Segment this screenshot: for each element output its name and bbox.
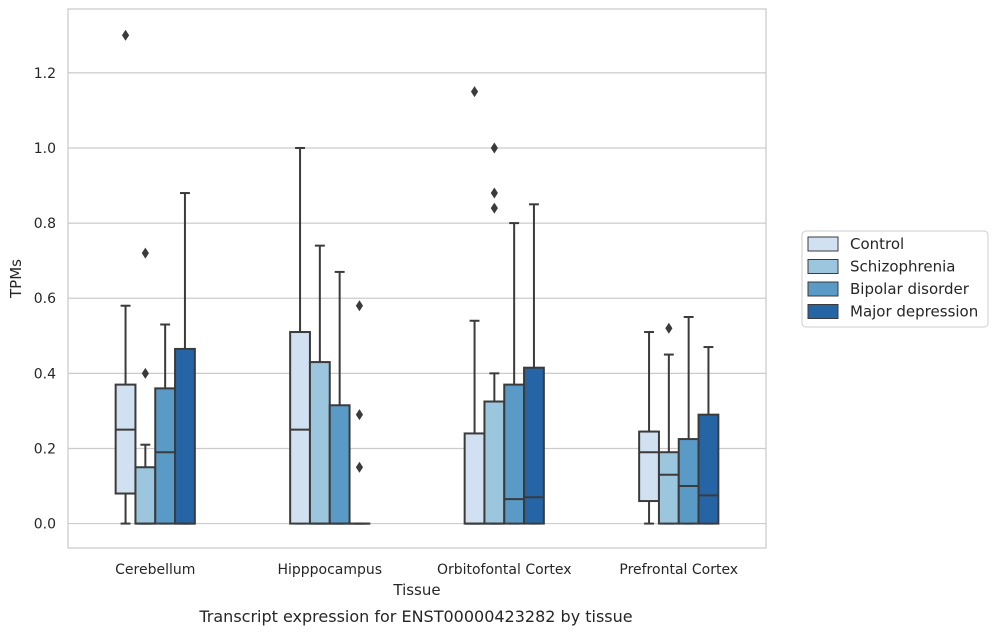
- plot-frame: [67, 8, 767, 549]
- box-bipolar-disorder: [503, 222, 526, 525]
- legend-label: Major depression: [850, 303, 978, 321]
- legend-swatch: [807, 304, 839, 319]
- x-axis-ticks: Cerebellum Hipppocampus Orbitofontal Corte…: [115, 562, 738, 578]
- legend-label: Schizophrenia: [850, 258, 955, 276]
- y-axis-ticks: 0.0 0.2 0.4 0.6 0.8 1.0 1.2: [34, 66, 56, 533]
- box-body: [483, 400, 506, 525]
- box-major-depression: [174, 192, 196, 525]
- y-tick-label: 1.2: [34, 66, 56, 82]
- legend-label: Control: [850, 235, 904, 253]
- y-tick-label: 0.2: [34, 441, 56, 457]
- box-major-depression: [523, 203, 545, 525]
- x-tick-label: Orbitofontal Cortex: [437, 562, 572, 578]
- box-bipolar-disorder: [154, 323, 177, 525]
- outlier-point: [470, 86, 479, 98]
- box-body: [638, 430, 660, 503]
- y-tick-label: 0.8: [34, 216, 56, 232]
- box-schizophrenia: [657, 322, 680, 525]
- box-body: [328, 404, 351, 525]
- box-major-depression: [348, 300, 371, 525]
- outlier-point: [141, 367, 149, 379]
- legend-swatch: [807, 281, 839, 297]
- legend-swatch: [807, 259, 839, 274]
- box-body: [134, 466, 157, 525]
- outlier-point: [665, 322, 673, 334]
- y-axis-label: TPMs: [7, 259, 25, 299]
- box-control: [463, 86, 486, 525]
- box-body: [289, 331, 311, 525]
- legend-frame: [801, 230, 989, 328]
- y-tick-label: 1.0: [34, 141, 56, 157]
- chart-caption: Transcript expression for ENST0000042328…: [198, 607, 632, 626]
- box-body: [697, 413, 720, 525]
- box-plots: [114, 29, 720, 525]
- outlier-point: [355, 461, 364, 473]
- y-tick-label: 0.0: [34, 517, 56, 533]
- outlier-point: [121, 29, 130, 41]
- box-bipolar-disorder: [677, 316, 700, 525]
- outlier-point: [490, 187, 498, 199]
- legend-swatch: [807, 236, 839, 252]
- box-control: [114, 29, 137, 525]
- box-body: [308, 361, 331, 525]
- box-body: [523, 366, 545, 525]
- legend-label: Bipolar disorder: [850, 280, 970, 298]
- box-body: [657, 451, 680, 525]
- outlier-point: [490, 202, 498, 214]
- box-body: [677, 438, 700, 525]
- box-schizophrenia: [134, 247, 157, 525]
- box-control: [289, 146, 311, 525]
- outlier-point: [355, 409, 364, 421]
- legend: Control Schizophrenia Bipolar disorder Majo…: [801, 230, 989, 328]
- box-control: [638, 331, 660, 525]
- box-major-depression: [697, 346, 720, 525]
- x-tick-label: Prefrontal Cortex: [619, 562, 738, 578]
- outlier-point: [490, 142, 498, 154]
- box-body: [463, 432, 486, 525]
- y-tick-label: 0.6: [34, 291, 56, 307]
- box-schizophrenia: [483, 142, 506, 525]
- box-body: [114, 383, 137, 495]
- box-bipolar-disorder: [328, 270, 351, 525]
- outlier-point: [355, 300, 364, 312]
- x-axis-label: Tissue: [392, 581, 440, 599]
- outlier-point: [141, 247, 149, 259]
- x-tick-label: Cerebellum: [115, 562, 195, 578]
- box-body: [174, 347, 196, 525]
- y-tick-label: 0.4: [34, 366, 56, 382]
- x-tick-label: Hipppocampus: [277, 562, 382, 578]
- box-schizophrenia: [308, 244, 331, 525]
- box-body: [503, 383, 526, 525]
- box-body: [154, 387, 177, 525]
